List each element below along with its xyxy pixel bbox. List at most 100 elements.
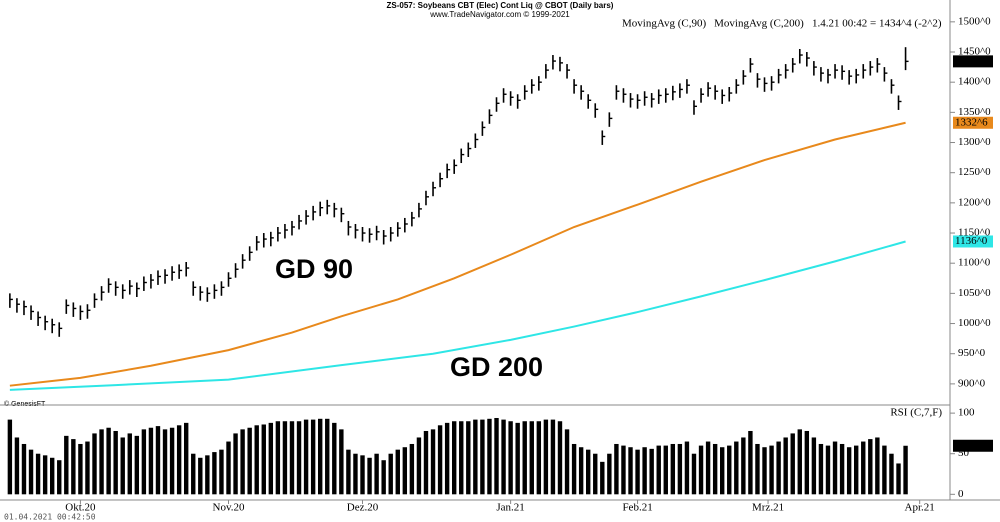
rsi-bar (501, 419, 506, 495)
rsi-bar (219, 449, 224, 495)
last-value-label: 1434^4 (955, 55, 988, 67)
y-tick-label: 1050^0 (958, 287, 991, 299)
rsi-bar (14, 437, 20, 495)
rsi-bar (839, 443, 845, 495)
rsi-bar (578, 447, 584, 495)
rsi-bar (719, 447, 725, 495)
y-tick-label: 1500^0 (958, 15, 991, 27)
rsi-bar (289, 421, 295, 495)
rsi-bar (543, 419, 549, 495)
rsi-bar (861, 441, 866, 495)
rsi-bar (487, 418, 492, 495)
rsi-bar (120, 437, 125, 495)
rsi-bar (303, 419, 309, 495)
last-value-label: 1136^0 (955, 235, 988, 247)
rsi-bar (275, 421, 281, 495)
x-tick-label: Mrz.21 (752, 502, 784, 514)
y-tick-label: 0 (958, 488, 964, 500)
y-tick-label: 900^0 (958, 377, 986, 389)
rsi-bar (853, 445, 859, 495)
x-tick-label: Apr.21 (905, 502, 935, 514)
rsi-bar (191, 453, 196, 495)
rsi-bar (282, 421, 288, 495)
rsi-bar (261, 424, 266, 495)
y-tick-label: 1350^0 (958, 106, 991, 118)
rsi-bar (7, 419, 13, 495)
rsi-bar (466, 421, 471, 495)
rsi-bar (642, 447, 647, 495)
rsi-bar (183, 422, 189, 495)
rsi-bar (529, 421, 534, 495)
rsi-bar (734, 441, 739, 495)
y-tick-label: 1450^0 (958, 46, 991, 58)
last-value-box (953, 439, 993, 452)
rsi-bar (459, 421, 464, 495)
annotation: GD 90 (275, 254, 353, 284)
rsi-bar (741, 437, 746, 495)
y-tick-label: 1400^0 (958, 76, 991, 88)
rsi-bar (78, 443, 83, 495)
rsi-bar (804, 430, 810, 495)
y-tick-label: 1300^0 (958, 136, 991, 148)
rsi-bar (21, 443, 27, 495)
moving-average (9, 240, 906, 391)
rsi-bar (769, 445, 774, 495)
rsi-bar (395, 449, 400, 495)
rsi-bar (381, 460, 386, 495)
y-tick-label: 1000^0 (958, 317, 991, 329)
y-tick-label: 1200^0 (958, 196, 991, 208)
rsi-bar (148, 427, 154, 495)
rsi-bar (818, 443, 824, 495)
rsi-bar (92, 433, 97, 495)
rsi-bar (430, 429, 436, 495)
rsi-bar (896, 463, 901, 495)
y-tick-label: 100 (958, 407, 975, 419)
rsi-bar (663, 445, 668, 495)
last-value-label: 59,81 (955, 439, 980, 451)
rsi-bar (198, 457, 203, 495)
rsi-bar (444, 422, 450, 495)
rsi-bar (727, 445, 732, 495)
rsi-bar (374, 453, 379, 495)
rsi-bar (64, 435, 69, 495)
rsi-bar (42, 455, 48, 495)
chart-subtitle: www.TradeNavigator.com © 1999-2021 (429, 10, 570, 19)
legend-entry: MovingAvg (C,90) (622, 18, 706, 30)
rsi-bar (71, 439, 76, 495)
rsi-bar (176, 425, 182, 495)
rsi-bar (889, 453, 894, 495)
rsi-bar (677, 443, 683, 495)
source: © GenesisFT (4, 400, 46, 408)
rsi-bar (691, 453, 697, 495)
rsi-bar (247, 427, 252, 495)
chart-title: ZS-057: Soybeans CBT (Elec) Cont Liq @ C… (387, 1, 614, 10)
x-tick-label: Nov.20 (213, 502, 245, 514)
rsi-bar (317, 418, 323, 495)
rsi-bar (423, 430, 429, 495)
rsi-bar (508, 421, 513, 495)
rsi-bar (212, 452, 217, 495)
rsi-bar (494, 417, 499, 495)
rsi-bar (127, 433, 132, 495)
last-value-box (953, 235, 993, 248)
last-value-label: 1332^6 (955, 116, 988, 128)
rsi-bar (649, 448, 654, 495)
rsi-bar (875, 437, 880, 495)
rsi-bar (776, 441, 781, 495)
rsi-bar (240, 429, 245, 495)
rsi-bar (28, 449, 34, 495)
rsi-bar (515, 422, 520, 495)
rsi-bar (473, 419, 478, 495)
rsi-bar (628, 447, 633, 495)
rsi-bar (360, 455, 365, 495)
rsi-bar (550, 419, 556, 495)
rsi-bar (141, 429, 147, 495)
rsi-bar (621, 445, 626, 495)
last-value-box (953, 116, 993, 129)
rsi-bar (811, 437, 817, 495)
rsi-bar (748, 430, 753, 495)
y-tick-label: 950^0 (958, 347, 986, 359)
timestamp: 01.04.2021 00:42:50 (4, 513, 96, 522)
rsi-bar (388, 453, 393, 495)
